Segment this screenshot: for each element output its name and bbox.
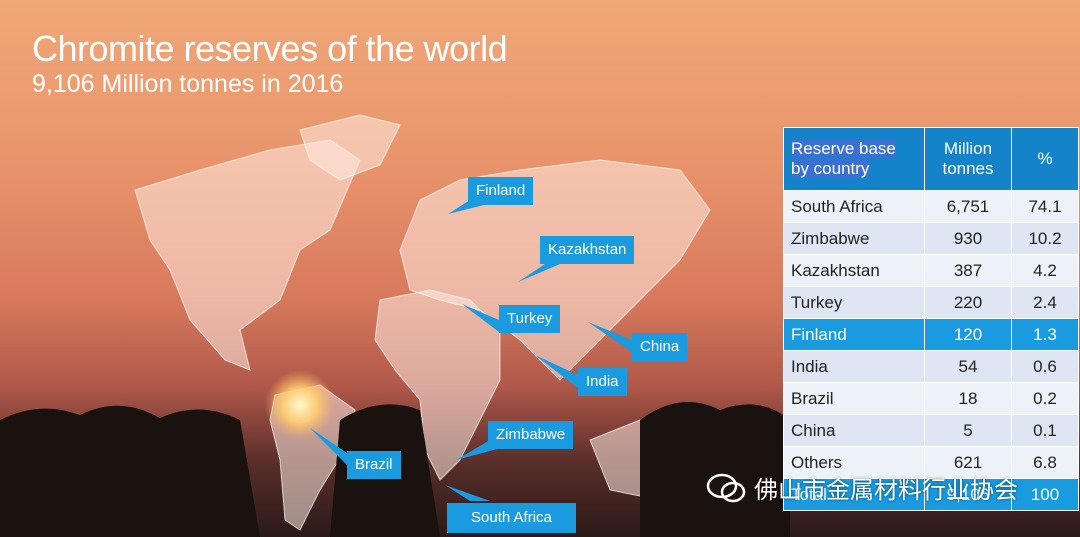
table-cell: 6.8 [1011, 446, 1079, 479]
table-cell: South Africa [783, 190, 925, 223]
table-row: India 54 0.6 [783, 350, 1079, 383]
country-callout: China [632, 333, 688, 361]
table-cell: 4.2 [1011, 254, 1079, 287]
table-row: Turkey 220 2.4 [783, 286, 1079, 319]
header-cell: Reserve base by country [783, 127, 925, 191]
table-row: Zimbabwe 930 10.2 [783, 222, 1079, 255]
table-row: China 5 0.1 [783, 414, 1079, 447]
title: Chromite reserves of the world [32, 28, 508, 69]
country-callout: Turkey [499, 305, 561, 333]
table-cell: 6,751 [924, 190, 1012, 223]
table-cell: 220 [924, 286, 1012, 319]
table-cell: 930 [924, 222, 1012, 255]
wechat-icon [706, 473, 746, 502]
table-cell: 54 [924, 350, 1012, 383]
table-row: Kazakhstan 387 4.2 [783, 254, 1079, 287]
table-cell: 100 [1011, 478, 1079, 511]
table-cell: 1.3 [1011, 318, 1079, 351]
table-row: Total 9,106 100 [783, 478, 1079, 511]
table-row: Finland 120 1.3 [783, 318, 1079, 351]
table-cell: Finland [783, 318, 925, 351]
table-cell: 74.1 [1011, 190, 1079, 223]
table-cell: Brazil [783, 382, 925, 415]
table-cell: Total [783, 478, 925, 511]
reserve-table: Reserve base by country Million tonnes %… [783, 127, 1079, 511]
table-cell: 387 [924, 254, 1012, 287]
watermark: 佛山市金属材料行业协会 [706, 470, 1018, 505]
table-cell: 621 [924, 446, 1012, 479]
subtitle: 9,106 Million tonnes in 2016 [32, 70, 344, 98]
country-callout: India [578, 368, 627, 396]
table-cell: Kazakhstan [783, 254, 925, 287]
country-callout: Kazakhstan [540, 236, 635, 264]
header-cell: % [1011, 127, 1079, 191]
country-callout: South Africa [447, 503, 576, 533]
country-callout: Finland [468, 177, 534, 205]
table-cell: Zimbabwe [783, 222, 925, 255]
table-cell: China [783, 414, 925, 447]
table-cell: 10.2 [1011, 222, 1079, 255]
table-cell: 0.6 [1011, 350, 1079, 383]
table-cell: Turkey [783, 286, 925, 319]
table-cell: 0.1 [1011, 414, 1079, 447]
country-callout: Zimbabwe [488, 421, 574, 449]
table-row: Brazil 18 0.2 [783, 382, 1079, 415]
header-cell: Million tonnes [924, 127, 1012, 191]
table-row: South Africa 6,751 74.1 [783, 190, 1079, 223]
table-cell: 0.2 [1011, 382, 1079, 415]
country-callout: Brazil [347, 451, 401, 479]
table-cell: 120 [924, 318, 1012, 351]
table-cell: 18 [924, 382, 1012, 415]
table-header: Reserve base by country Million tonnes % [783, 127, 1079, 191]
table-cell: 9,106 [924, 478, 1012, 511]
table-cell: India [783, 350, 925, 383]
table-cell: 5 [924, 414, 1012, 447]
table-cell: 2.4 [1011, 286, 1079, 319]
